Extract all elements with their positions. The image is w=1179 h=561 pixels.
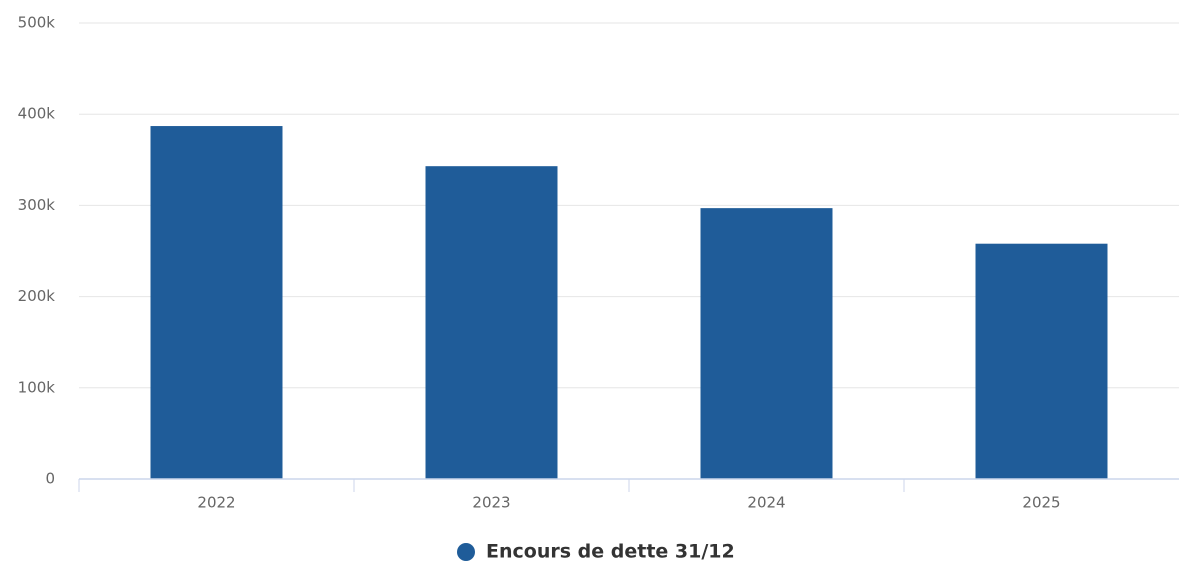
x-tick-label: 2023 bbox=[472, 494, 510, 512]
legend-marker bbox=[457, 543, 475, 561]
y-tick-label: 300k bbox=[18, 196, 56, 214]
y-tick-label: 500k bbox=[18, 14, 56, 32]
x-tick-label: 2025 bbox=[1022, 494, 1060, 512]
x-tick-label: 2022 bbox=[197, 494, 235, 512]
bar bbox=[975, 243, 1108, 479]
bar bbox=[700, 208, 833, 480]
y-tick-label: 0 bbox=[45, 470, 55, 488]
y-tick-label: 400k bbox=[18, 105, 56, 123]
legend-text: Encours de dette 31/12 bbox=[486, 541, 735, 561]
x-tick-label: 2024 bbox=[747, 494, 785, 512]
bar bbox=[150, 126, 283, 479]
y-tick-label: 100k bbox=[18, 378, 56, 396]
bar bbox=[425, 166, 558, 479]
y-tick-label: 200k bbox=[18, 287, 56, 305]
